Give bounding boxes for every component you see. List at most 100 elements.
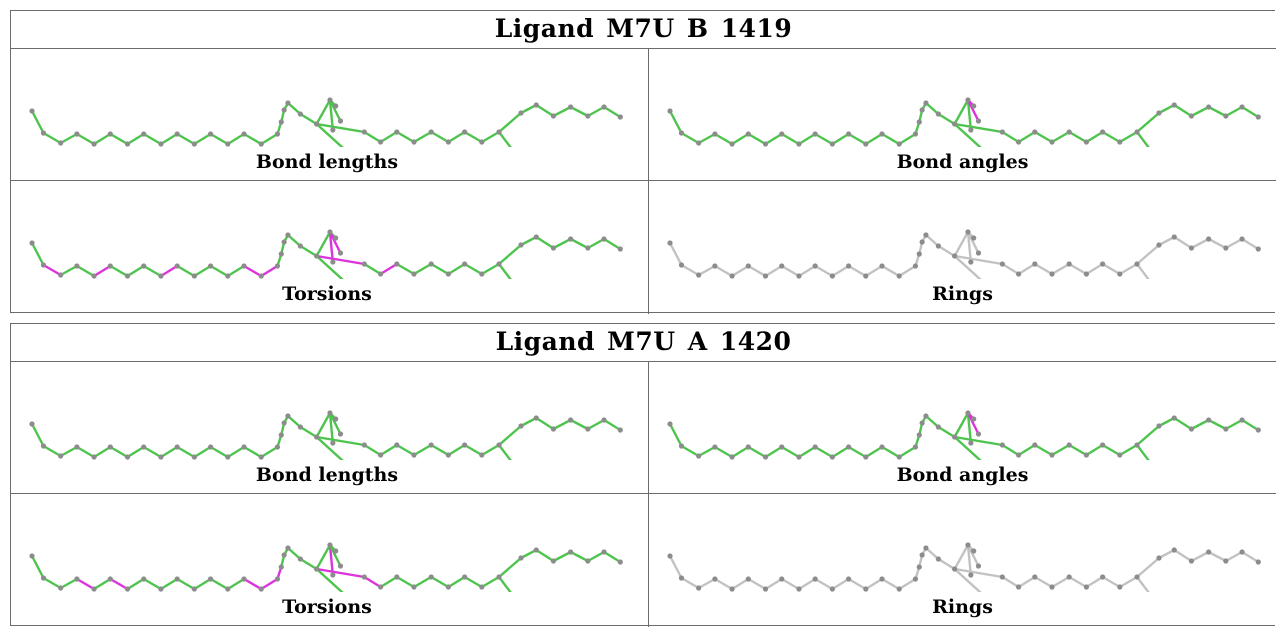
bond-line: [379, 262, 399, 276]
bond-line: [109, 132, 129, 146]
bond-angles-cell: Bond angles: [649, 362, 1276, 494]
bond-line: [847, 445, 867, 459]
atom-node: [879, 444, 885, 450]
atom-node: [1206, 549, 1212, 555]
atom-node: [1239, 236, 1245, 242]
bond-line: [315, 254, 366, 266]
bond-line: [953, 254, 1004, 266]
bond-line: [1001, 575, 1020, 589]
bond-line: [880, 577, 901, 591]
atom-node: [107, 263, 113, 269]
atom-node: [971, 548, 977, 554]
bond-line: [966, 411, 973, 445]
rings-cell: Rings: [649, 181, 1276, 313]
bond-line: [966, 230, 973, 264]
atom-node: [1255, 246, 1261, 252]
atom-node: [923, 545, 929, 551]
atom-node: [337, 118, 344, 124]
atom-node: [496, 129, 502, 135]
atom-node: [158, 454, 164, 460]
atom-node: [975, 431, 982, 437]
bond-line: [75, 445, 96, 459]
bond-line: [126, 577, 145, 591]
bond-line: [447, 262, 466, 276]
bond-line: [764, 577, 783, 591]
bond-line: [92, 132, 112, 146]
atom-node: [207, 131, 214, 137]
atom-node: [174, 576, 180, 582]
bond-line: [1157, 548, 1176, 560]
atom-node: [952, 434, 958, 440]
atom-node: [207, 576, 214, 582]
atom-node: [1015, 452, 1022, 458]
atom-node: [377, 139, 384, 145]
atom-node: [58, 140, 64, 146]
bond-line: [242, 132, 263, 146]
atom-node: [550, 113, 557, 119]
atom-node: [617, 114, 623, 120]
bond-line: [1033, 575, 1054, 589]
bond-line: [966, 543, 980, 568]
atom-node: [479, 139, 485, 145]
bond-line: [395, 575, 416, 589]
bond-line: [1085, 262, 1104, 276]
atom-node: [258, 454, 264, 460]
bond-line: [242, 445, 263, 459]
bond-line: [480, 443, 501, 457]
bond-line: [586, 550, 606, 563]
atom-node: [601, 236, 607, 242]
atom-node: [1083, 584, 1089, 590]
bond-line: [1085, 130, 1104, 144]
atom-node: [1188, 113, 1195, 119]
bond-line: [1173, 235, 1193, 250]
atom-node: [601, 417, 607, 423]
bond-line: [226, 264, 246, 278]
atom-node: [40, 130, 47, 136]
bond-line: [315, 435, 344, 460]
bond-line: [953, 230, 970, 258]
bond-line: [519, 235, 538, 247]
bond-line: [602, 105, 622, 119]
atom-node: [274, 576, 281, 582]
atom-node: [935, 243, 941, 249]
atom-node: [1066, 129, 1072, 135]
bond-line: [1190, 237, 1210, 250]
atom-node: [1255, 559, 1261, 565]
bond-line: [395, 443, 416, 457]
bond-line: [1135, 575, 1150, 592]
bond-line: [668, 422, 683, 448]
bond-line: [328, 98, 342, 123]
bond-line: [299, 244, 318, 258]
atom-node: [568, 417, 574, 423]
bond-line: [1001, 130, 1020, 144]
atom-node: [916, 564, 922, 570]
atom-node: [314, 434, 320, 440]
bond-line: [697, 577, 717, 590]
atom-node: [281, 239, 287, 245]
bond-line: [142, 577, 163, 591]
bond-line: [797, 132, 817, 146]
atom-node: [518, 110, 524, 116]
atom-node: [762, 586, 769, 592]
bond-line: [412, 130, 433, 144]
atom-node: [91, 454, 97, 460]
atom-node: [40, 443, 47, 449]
bond-line: [42, 576, 62, 590]
atom-node: [330, 127, 336, 133]
atom-node: [207, 263, 214, 269]
bond-line: [1207, 237, 1228, 250]
bond-line: [924, 233, 940, 248]
atom-node: [935, 556, 941, 562]
bond-line: [159, 132, 179, 146]
atom-node: [1083, 271, 1089, 277]
bond-line: [497, 443, 512, 460]
atom-node: [667, 240, 673, 246]
atom-node: [568, 236, 574, 242]
atom-node: [479, 452, 485, 458]
bond-line: [1118, 262, 1139, 276]
atom-node: [999, 129, 1005, 135]
bond-line: [175, 445, 196, 459]
bond-line: [797, 577, 817, 591]
atom-node: [285, 413, 291, 419]
atom-node: [394, 261, 400, 267]
